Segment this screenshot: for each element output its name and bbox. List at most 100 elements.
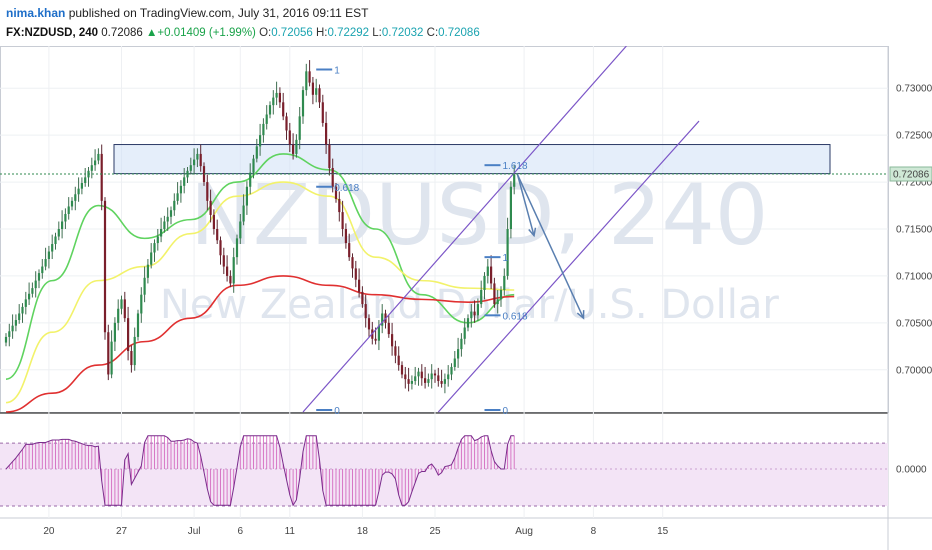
candle <box>153 239 156 262</box>
candle <box>4 333 8 347</box>
watermark-name: New Zealand Dollar/U.S. Dollar <box>160 282 779 328</box>
candle <box>120 295 123 315</box>
candle <box>420 364 423 386</box>
candle <box>209 189 212 223</box>
candle <box>80 177 83 195</box>
arrowhead-icon <box>528 227 537 238</box>
candle <box>28 282 31 306</box>
projection-arrow[interactable] <box>516 174 535 236</box>
candle <box>47 245 50 269</box>
candle <box>325 111 328 154</box>
candle <box>193 148 196 175</box>
candle <box>206 174 209 211</box>
candle <box>358 268 361 298</box>
candle <box>305 63 308 96</box>
candle <box>513 165 516 195</box>
candle <box>348 233 351 261</box>
candle <box>321 94 324 127</box>
candle <box>113 317 116 351</box>
candle <box>226 255 229 282</box>
open-label: O: <box>259 27 272 39</box>
candle <box>37 269 41 289</box>
candle <box>186 167 189 184</box>
high-value: 0.72292 <box>327 27 370 39</box>
candle <box>64 208 67 229</box>
candle <box>268 101 272 119</box>
candle <box>156 229 159 251</box>
candle <box>67 197 70 220</box>
candle <box>470 304 473 328</box>
resistance-zone-box[interactable] <box>113 144 831 175</box>
candle <box>457 337 460 368</box>
candle <box>282 92 285 121</box>
fib-level-label: 0 <box>503 406 509 417</box>
candle <box>61 210 64 239</box>
y-tick-label: 0.73000 <box>896 84 932 95</box>
fib-level-label: 0.618 <box>334 183 359 194</box>
candle <box>414 366 417 385</box>
candle <box>499 286 503 307</box>
chart-header: nima.khan published on TradingView.com, … <box>0 0 932 46</box>
candle <box>453 351 456 371</box>
candle <box>219 236 222 265</box>
candles <box>4 60 516 394</box>
symbol-line: FX:NZDUSD, 240 0.72086 ▲+0.01409 (+1.99%… <box>6 27 480 39</box>
close-value: 0.72086 <box>438 27 480 39</box>
candle <box>173 193 176 216</box>
candle <box>275 81 278 106</box>
candle <box>196 148 199 168</box>
resistance-zone[interactable] <box>113 144 831 175</box>
candle <box>21 303 24 323</box>
drawings[interactable]: 1 0.618 0 1.618 1 0.618 0 <box>0 46 888 417</box>
candle <box>235 234 239 265</box>
candle <box>107 324 110 381</box>
last-price-label: 0.72086 <box>893 170 930 181</box>
publish-info: published on TradingView.com, July 31, 2… <box>68 6 369 20</box>
y-tick-label: 0.71500 <box>896 225 932 236</box>
close-label: C: <box>426 27 439 39</box>
candle <box>74 186 77 211</box>
candle <box>397 346 400 371</box>
x-tick-label: 15 <box>657 526 669 537</box>
candle <box>466 314 470 332</box>
channel-line[interactable] <box>437 120 700 413</box>
candle <box>311 76 314 105</box>
candle <box>298 107 301 150</box>
fib-level-label: 0.618 <box>503 311 528 322</box>
y-tick-label: 0.70500 <box>896 318 932 329</box>
candle <box>447 365 450 387</box>
candle <box>463 318 466 345</box>
candle <box>301 86 305 124</box>
candle <box>509 181 512 239</box>
candle <box>400 361 404 379</box>
channel-line[interactable] <box>302 46 627 413</box>
candle <box>427 373 430 387</box>
up-arrow-icon: ▲ <box>146 27 158 39</box>
candle <box>394 340 397 364</box>
fib-level-label: 1.618 <box>503 161 528 172</box>
x-tick-label: 20 <box>43 526 55 537</box>
price-chart[interactable]: NZDUSD, 240 New Zealand Dollar/U.S. Doll… <box>0 46 932 550</box>
candle <box>242 194 245 226</box>
candle <box>110 330 113 379</box>
oscillator-zero-label: 0.0000 <box>896 465 927 476</box>
last-price-badge <box>889 166 932 182</box>
candle <box>341 200 344 237</box>
candle <box>272 90 275 115</box>
candle <box>18 304 21 324</box>
x-tick-label: 25 <box>429 526 441 537</box>
candle <box>334 183 338 203</box>
candle <box>245 181 248 215</box>
candle <box>259 123 262 156</box>
candle <box>146 259 149 284</box>
author-link[interactable]: nima.khan <box>6 6 66 20</box>
projection-arrow[interactable] <box>516 174 585 319</box>
low-value: 0.72032 <box>381 27 424 39</box>
candle <box>143 266 146 303</box>
candle <box>44 247 47 271</box>
price-change: +0.01409 (+1.99%) <box>157 27 256 39</box>
candle <box>430 364 433 389</box>
candle <box>437 367 440 387</box>
candle <box>176 182 179 205</box>
candle <box>136 309 140 341</box>
